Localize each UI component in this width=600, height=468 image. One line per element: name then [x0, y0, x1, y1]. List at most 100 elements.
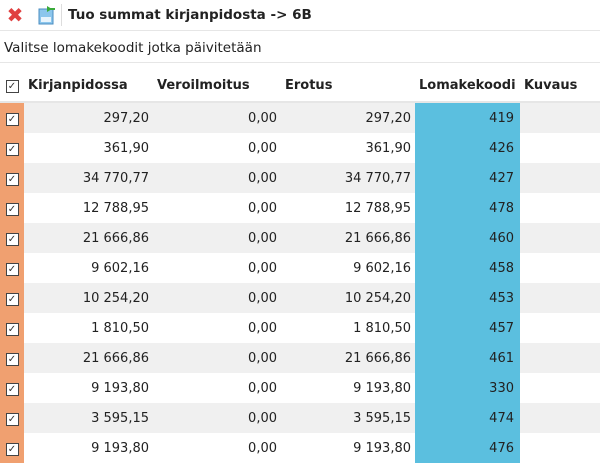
toolbar: ✖ Tuo summat kirjanpidosta -> 6B: [0, 0, 600, 31]
close-icon[interactable]: ✖: [6, 3, 24, 27]
kuvaus-cell: [520, 253, 600, 283]
col-erotus[interactable]: Erotus: [281, 69, 415, 103]
table-row[interactable]: ✓ 9 193,80 0,00 9 193,80 476: [0, 433, 600, 463]
row-checkbox[interactable]: ✓: [5, 172, 19, 186]
table-row[interactable]: ✓ 3 595,15 0,00 3 595,15 474: [0, 403, 600, 433]
kirjanpidossa-cell: 3 595,15: [24, 403, 153, 433]
veroilmoitus-cell: 0,00: [153, 223, 281, 253]
row-checkbox-cell[interactable]: ✓: [0, 102, 24, 133]
page-title: Tuo summat kirjanpidosta -> 6B: [68, 7, 312, 23]
kuvaus-cell: [520, 283, 600, 313]
col-veroilmoitus[interactable]: Veroilmoitus: [153, 69, 281, 103]
row-checkbox-cell[interactable]: ✓: [0, 313, 24, 343]
table-row[interactable]: ✓ 21 666,86 0,00 21 666,86 460: [0, 223, 600, 253]
kirjanpidossa-cell: 34 770,77: [24, 163, 153, 193]
lomakekoodi-cell: 427: [415, 163, 520, 193]
veroilmoitus-cell: 0,00: [153, 343, 281, 373]
kirjanpidossa-cell: 1 810,50: [91, 320, 149, 336]
veroilmoitus-cell: 0,00: [153, 102, 281, 133]
row-checkbox[interactable]: ✓: [5, 112, 19, 126]
import-icon[interactable]: [35, 3, 59, 27]
erotus-cell: 9 193,80: [353, 380, 411, 396]
erotus-cell: 34 770,77: [281, 163, 415, 193]
table-row[interactable]: ✓ 12 788,95 0,00 12 788,95 478: [0, 193, 600, 223]
col-kirjanpidossa[interactable]: Kirjanpidossa: [24, 69, 153, 103]
row-checkbox-cell[interactable]: ✓: [0, 163, 24, 193]
col-lomakekoodi[interactable]: Lomakekoodi: [415, 69, 520, 103]
erotus-cell: 361,90: [365, 140, 412, 156]
table-row[interactable]: ✓ 34 770,77 0,00 34 770,77 427: [0, 163, 600, 193]
kirjanpidossa-cell: 9 193,80: [91, 380, 149, 396]
kuvaus-cell: [520, 433, 600, 463]
row-checkbox-cell[interactable]: ✓: [0, 403, 24, 433]
lomakekoodi-cell: 460: [415, 223, 520, 253]
kirjanpidossa-cell: 12 788,95: [82, 200, 149, 216]
kuvaus-cell: [520, 313, 600, 343]
veroilmoitus-cell: 0,00: [153, 403, 281, 433]
kuvaus-cell: [520, 163, 600, 193]
erotus-cell: 3 595,15: [281, 403, 415, 433]
table-row[interactable]: ✓ 297,20 0,00 297,20 419: [0, 102, 600, 133]
kuvaus-cell: [520, 102, 600, 133]
instruction-text: Valitse lomakekoodit jotka päivitetään: [0, 31, 600, 63]
kuvaus-cell: [520, 403, 600, 433]
erotus-cell: 9 193,80: [353, 440, 411, 456]
lomakekoodi-cell: 458: [415, 253, 520, 283]
row-checkbox-cell[interactable]: ✓: [0, 133, 24, 163]
row-checkbox-cell[interactable]: ✓: [0, 253, 24, 283]
row-checkbox[interactable]: ✓: [5, 202, 19, 216]
row-checkbox-cell[interactable]: ✓: [0, 223, 24, 253]
kuvaus-cell: [520, 223, 600, 253]
veroilmoitus-cell: 0,00: [248, 260, 277, 276]
select-all-checkbox[interactable]: ✓: [5, 79, 19, 93]
row-checkbox-cell[interactable]: ✓: [0, 343, 24, 373]
table-row[interactable]: ✓ 361,90 0,00 361,90 426: [0, 133, 600, 163]
col-kuvaus[interactable]: Kuvaus: [520, 69, 600, 103]
veroilmoitus-cell: 0,00: [248, 440, 277, 456]
toolbar-divider: [61, 4, 62, 26]
row-checkbox[interactable]: ✓: [5, 322, 19, 336]
row-checkbox-cell[interactable]: ✓: [0, 283, 24, 313]
erotus-cell: 9 602,16: [353, 260, 411, 276]
kirjanpidossa-cell: 21 666,86: [24, 343, 153, 373]
veroilmoitus-cell: 0,00: [153, 283, 281, 313]
table-row[interactable]: ✓ 21 666,86 0,00 21 666,86 461: [0, 343, 600, 373]
veroilmoitus-cell: 0,00: [248, 200, 277, 216]
table-row[interactable]: ✓ 1 810,50 0,00 1 810,50 457: [0, 313, 600, 343]
table-row[interactable]: ✓ 9 602,16 0,00 9 602,16 458: [0, 253, 600, 283]
kirjanpidossa-cell: 9 602,16: [91, 260, 149, 276]
lomakekoodi-cell: 474: [415, 403, 520, 433]
kirjanpidossa-cell: 9 193,80: [91, 440, 149, 456]
row-checkbox[interactable]: ✓: [5, 232, 19, 246]
kirjanpidossa-cell: 297,20: [24, 102, 153, 133]
lomakekoodi-cell: 461: [415, 343, 520, 373]
kuvaus-cell: [520, 373, 600, 403]
row-checkbox-cell[interactable]: ✓: [0, 373, 24, 403]
row-checkbox[interactable]: ✓: [5, 142, 19, 156]
lomakekoodi-cell: 457: [415, 313, 520, 343]
row-checkbox-cell[interactable]: ✓: [0, 193, 24, 223]
erotus-cell: 12 788,95: [344, 200, 411, 216]
row-checkbox[interactable]: ✓: [5, 382, 19, 396]
lomakekoodi-cell: 426: [415, 133, 520, 163]
row-checkbox[interactable]: ✓: [5, 412, 19, 426]
kuvaus-cell: [520, 133, 600, 163]
lomakekoodi-cell: 478: [415, 193, 520, 223]
veroilmoitus-cell: 0,00: [248, 320, 277, 336]
erotus-cell: 1 810,50: [353, 320, 411, 336]
row-checkbox[interactable]: ✓: [5, 262, 19, 276]
row-checkbox[interactable]: ✓: [5, 442, 19, 456]
lomakekoodi-cell: 419: [415, 102, 520, 133]
row-checkbox[interactable]: ✓: [5, 352, 19, 366]
row-checkbox-cell[interactable]: ✓: [0, 433, 24, 463]
erotus-cell: 297,20: [281, 102, 415, 133]
kuvaus-cell: [520, 343, 600, 373]
codes-table: ✓ Kirjanpidossa Veroilmoitus Erotus Loma…: [0, 69, 600, 463]
table-row[interactable]: ✓ 10 254,20 0,00 10 254,20 453: [0, 283, 600, 313]
lomakekoodi-cell: 476: [415, 433, 520, 463]
table-row[interactable]: ✓ 9 193,80 0,00 9 193,80 330: [0, 373, 600, 403]
erotus-cell: 10 254,20: [281, 283, 415, 313]
row-checkbox[interactable]: ✓: [5, 292, 19, 306]
veroilmoitus-cell: 0,00: [153, 163, 281, 193]
lomakekoodi-cell: 453: [415, 283, 520, 313]
